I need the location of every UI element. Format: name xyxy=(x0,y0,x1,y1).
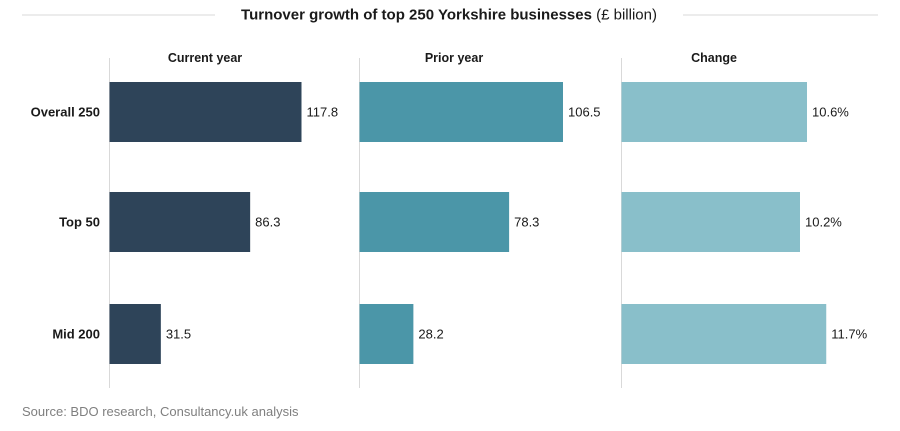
data-label-prior-year-top-50: 78.3 xyxy=(514,215,539,230)
plot-area: Overall 250 Top 50 Mid 200 Current year 117.… xyxy=(31,51,868,388)
chart-title: Turnover growth of top 250 Yorkshire bus… xyxy=(241,7,657,24)
bar-prior-year-mid-200 xyxy=(359,304,414,364)
bar-current-year-mid-200 xyxy=(109,304,161,364)
category-label-mid-200: Mid 200 xyxy=(52,327,100,342)
category-label-overall-250: Overall 250 xyxy=(31,105,100,120)
data-label-current-year-top-50: 86.3 xyxy=(255,215,280,230)
bar-current-year-overall-250 xyxy=(109,82,302,142)
data-label-prior-year-mid-200: 28.2 xyxy=(418,327,443,342)
bar-prior-year-overall-250 xyxy=(359,82,563,142)
bar-change-mid-200 xyxy=(621,304,827,364)
data-label-change-overall-250: 10.6% xyxy=(812,105,849,120)
bar-current-year-top-50 xyxy=(109,192,251,252)
category-label-top-50: Top 50 xyxy=(59,215,100,230)
data-label-prior-year-overall-250: 106.5 xyxy=(568,105,601,120)
data-label-current-year-mid-200: 31.5 xyxy=(166,327,191,342)
panel-header-change: Change xyxy=(691,51,737,65)
bar-change-top-50 xyxy=(621,192,800,252)
chart-title-unit: (£ billion) xyxy=(596,7,657,24)
data-label-change-mid-200: 11.7% xyxy=(831,327,867,342)
data-label-current-year-overall-250: 117.8 xyxy=(307,105,339,120)
data-label-change-top-50: 10.2% xyxy=(805,215,842,230)
bar-change-overall-250 xyxy=(621,82,807,142)
panel-header-prior-year: Prior year xyxy=(425,51,484,65)
bar-prior-year-top-50 xyxy=(359,192,510,252)
chart-title-main: Turnover growth of top 250 Yorkshire bus… xyxy=(241,7,592,24)
source-note: Source: BDO research, Consultancy.uk ana… xyxy=(22,404,299,419)
panel-header-current-year: Current year xyxy=(168,51,242,65)
